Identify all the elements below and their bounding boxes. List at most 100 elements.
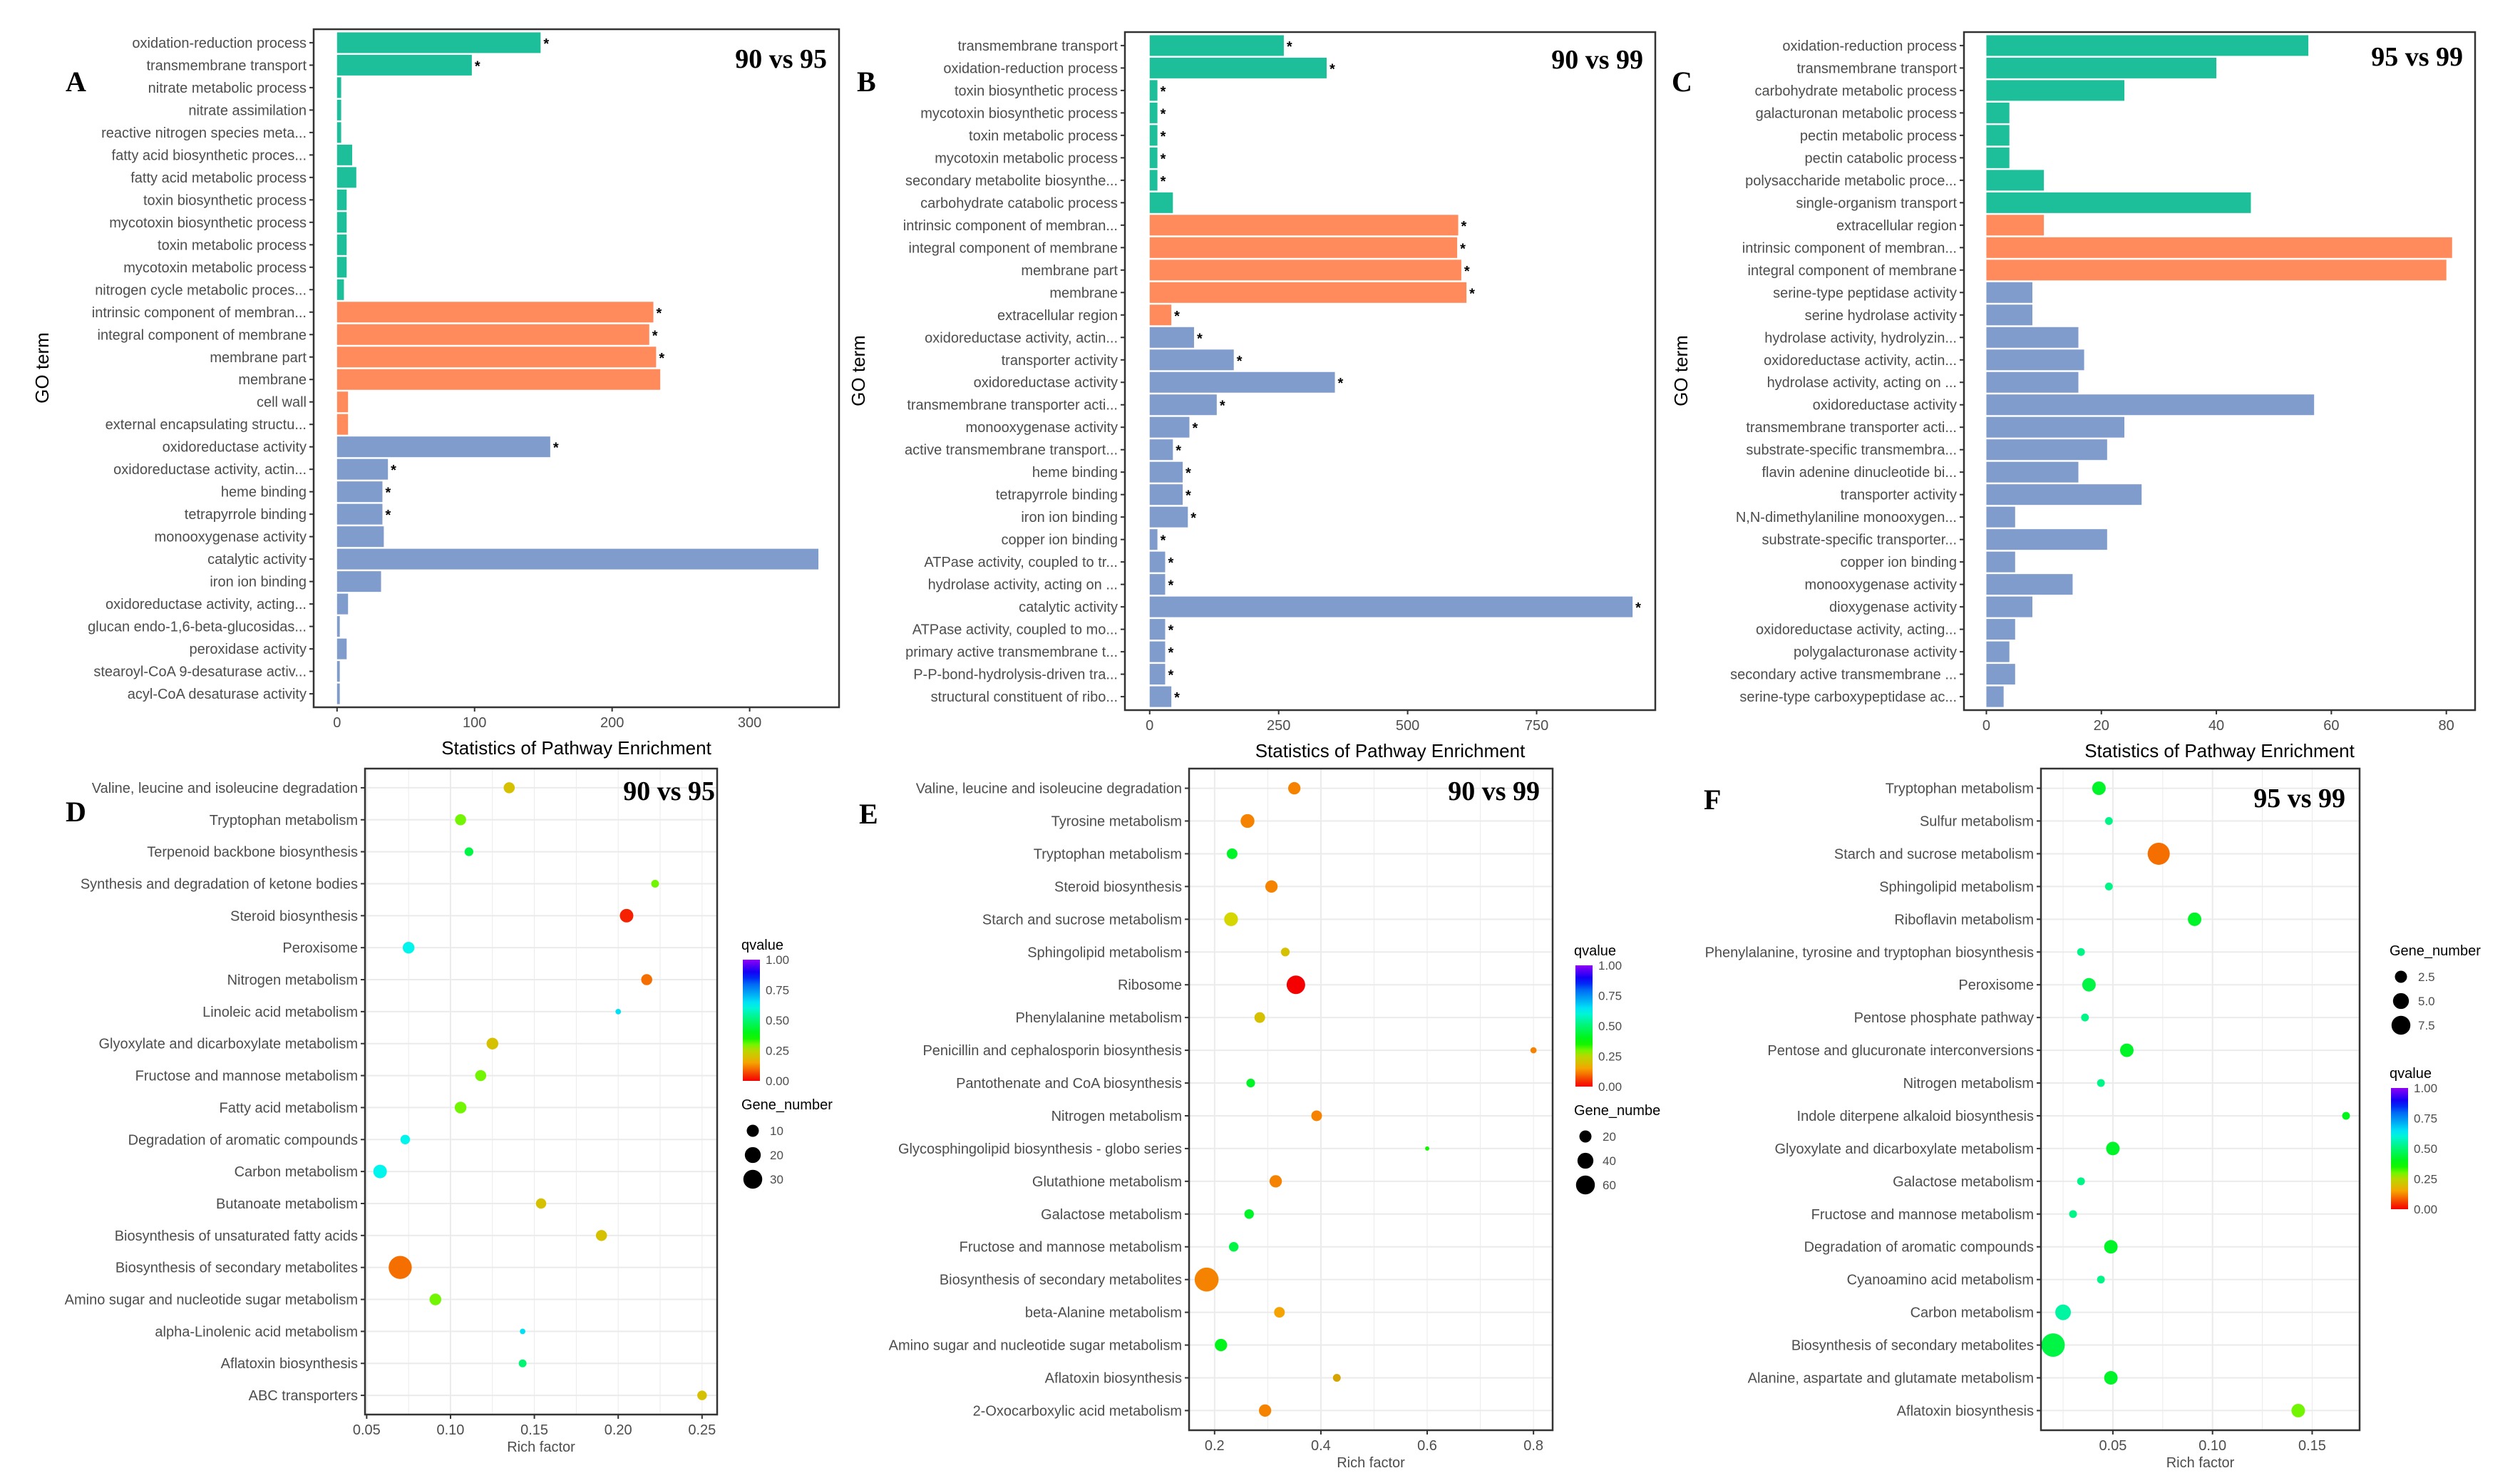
- category-label: nitrate metabolic process: [148, 81, 307, 96]
- category-label: oxidoreductase activity, actin...: [113, 462, 307, 478]
- category-label: glucan endo-1,6-beta-glucosidas...: [88, 620, 307, 635]
- bar: [336, 167, 356, 188]
- bar: [336, 593, 349, 615]
- category-label: membrane: [238, 372, 307, 388]
- data-point: [2097, 1276, 2105, 1284]
- qvalue-legend-label: 0.25: [766, 1045, 789, 1058]
- x-tick-label: 40: [2208, 718, 2224, 734]
- category-label: active transmembrane transport...: [905, 443, 1118, 458]
- bar: [1986, 506, 2015, 528]
- x-tick-label: 80: [2439, 718, 2454, 734]
- bar: [336, 279, 344, 300]
- gene-number-legend-dot: [746, 1124, 759, 1137]
- category-label: Nitrogen metabolism: [227, 972, 358, 988]
- qvalue-legend-title: qvalue: [1574, 943, 1616, 959]
- bar: [1149, 686, 1172, 707]
- category-label: Aflatoxin biosynthesis: [1897, 1403, 2034, 1419]
- bar: [1149, 506, 1188, 528]
- bar: [1986, 260, 2447, 281]
- category-label: Sphingolipid metabolism: [1027, 945, 1182, 960]
- x-tick-label: 300: [738, 715, 761, 731]
- panel-c: C 95 vs 99 oxidation-reduction process tran…: [1670, 31, 2477, 761]
- data-point: [1425, 1146, 1430, 1151]
- category-label: integral component of membrane: [98, 327, 307, 343]
- bar: [336, 661, 340, 682]
- category-label: intrinsic component of membran...: [903, 218, 1118, 234]
- category-label: mycotoxin biosynthetic process: [920, 106, 1118, 121]
- bar: [1149, 641, 1166, 662]
- bar: [1986, 215, 2045, 236]
- bar: [1986, 439, 2107, 461]
- bar: [336, 257, 347, 278]
- bar: [1149, 461, 1183, 483]
- qvalue-legend-title: qvalue: [741, 938, 783, 953]
- category-label: polysaccharide metabolic proce...: [1745, 173, 1957, 189]
- category-label: hydrolase activity, hydrolyzin...: [1764, 330, 1957, 346]
- category-label: membrane part: [210, 350, 307, 366]
- gene-number-legend-label: 2.5: [2418, 970, 2435, 984]
- qvalue-legend-label: 0.00: [766, 1074, 789, 1088]
- category-label: alpha-Linolenic acid metabolism: [155, 1324, 358, 1340]
- category-label: serine-type peptidase activity: [1773, 285, 1957, 301]
- significance-star: *: [1168, 668, 1173, 684]
- data-point: [2082, 977, 2096, 992]
- bar: [336, 503, 383, 525]
- x-axis-title: Rich factor: [2166, 1455, 2235, 1471]
- data-point: [1254, 1012, 1265, 1023]
- gene-number-legend-dot: [2392, 992, 2410, 1010]
- plot-background: [2041, 769, 2360, 1430]
- bar: [336, 369, 661, 390]
- significance-star: *: [1161, 174, 1166, 190]
- data-point: [2055, 1304, 2071, 1320]
- comparison-title: 90 vs 99: [1448, 776, 1540, 806]
- y-axis-title: GO term: [848, 335, 869, 406]
- category-label: catalytic activity: [207, 552, 307, 568]
- data-point: [2077, 1177, 2085, 1186]
- gene-number-legend-dot: [743, 1169, 763, 1189]
- category-label: P-P-bond-hydrolysis-driven tra...: [913, 667, 1118, 683]
- significance-star: *: [1186, 488, 1191, 504]
- category-label: Fructose and mannose metabolism: [1811, 1207, 2034, 1223]
- bar: [1986, 619, 2015, 640]
- bar: [1986, 596, 2032, 617]
- bar: [1149, 529, 1158, 550]
- significance-star: *: [1161, 84, 1166, 100]
- data-point: [535, 1198, 547, 1209]
- category-label: Peroxisome: [1958, 977, 2034, 993]
- significance-star: *: [1161, 106, 1166, 122]
- category-label: ATPase activity, coupled to tr...: [924, 555, 1118, 570]
- category-label: Starch and sucrose metabolism: [982, 912, 1182, 928]
- x-axis-title: Statistics of Pathway Enrichment: [1255, 740, 1526, 761]
- panel-letter: B: [857, 66, 876, 98]
- panel-d: D 90 vs 95 Valine, leucine and isoleucine …: [65, 767, 833, 1455]
- significance-star: *: [657, 306, 662, 322]
- bar: [1149, 282, 1467, 303]
- data-point: [1194, 1267, 1219, 1292]
- data-point: [2081, 1013, 2089, 1022]
- x-tick-label: 0.05: [2099, 1438, 2126, 1454]
- significance-star: *: [553, 441, 559, 456]
- category-label: serine-type carboxypeptidase ac...: [1739, 689, 1957, 705]
- category-label: oxidoreductase activity: [974, 375, 1118, 391]
- data-point: [454, 1102, 467, 1114]
- category-label: galacturonan metabolic process: [1756, 106, 1957, 121]
- data-point: [1280, 948, 1290, 957]
- bar: [1149, 394, 1217, 416]
- category-label: monooxygenase activity: [1805, 578, 1957, 593]
- category-label: acyl-CoA desaturase activity: [128, 687, 307, 702]
- x-tick-label: 0.10: [437, 1422, 465, 1438]
- category-label: Steroid biosynthesis: [1054, 879, 1182, 895]
- bar: [1149, 619, 1166, 640]
- gene-number-legend-label: 60: [1603, 1179, 1616, 1192]
- x-tick-label: 0.8: [1523, 1438, 1543, 1454]
- category-label: Nitrogen metabolism: [1903, 1076, 2034, 1092]
- category-label: secondary metabolite biosynthe...: [905, 173, 1118, 189]
- category-label: membrane part: [1021, 263, 1118, 279]
- bar: [336, 189, 347, 210]
- data-point: [475, 1069, 487, 1082]
- bar: [1986, 327, 2079, 348]
- bar: [1149, 35, 1284, 56]
- gene-number-legend-dot: [1575, 1175, 1595, 1195]
- category-label: oxidoreductase activity, actin...: [925, 330, 1118, 346]
- significance-star: *: [652, 328, 658, 344]
